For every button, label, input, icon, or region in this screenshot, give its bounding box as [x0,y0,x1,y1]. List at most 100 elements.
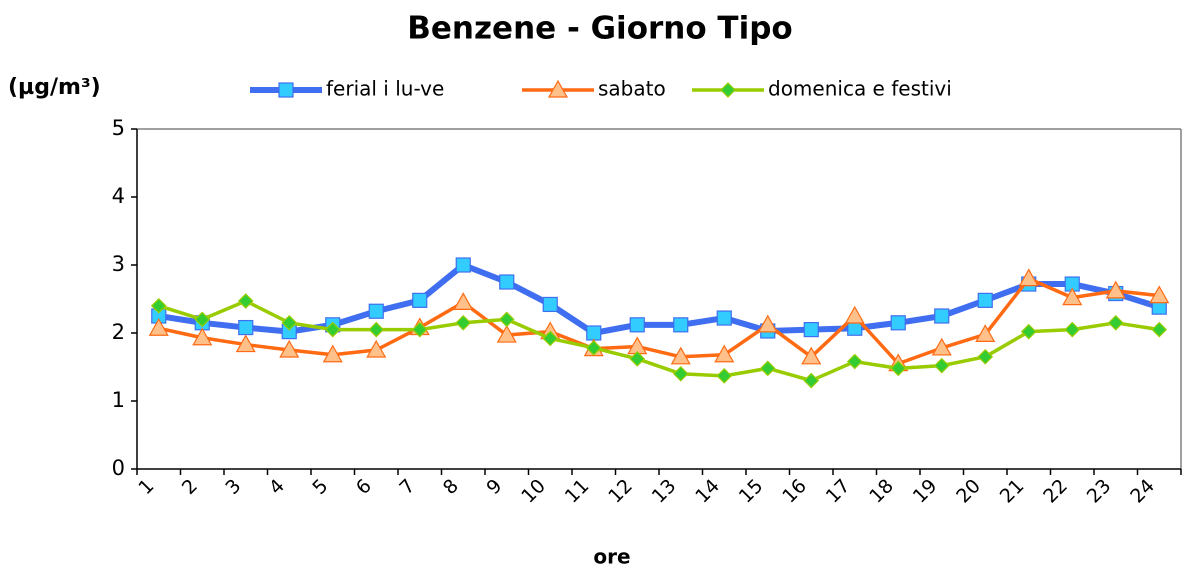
x-tick-label: 9 [482,475,506,499]
x-tick-label: 18 [865,475,898,508]
x-tick-label: 3 [221,475,245,499]
legend-label: domenica e festivi [768,77,952,101]
x-tick-label: 17 [822,475,855,508]
data-point [237,293,254,309]
x-tick-label: 8 [439,475,463,499]
data-point [844,305,865,324]
data-point [411,321,428,338]
x-tick-label: 13 [648,475,681,508]
x-axis-label: ore [593,545,630,569]
data-point [931,337,952,356]
data-point [542,330,559,347]
x-tick-label: 11 [561,475,594,508]
legend-label: sabato [598,77,666,101]
data-point [542,296,558,313]
series-line [158,276,1160,366]
data-point [281,314,298,331]
data-point [977,292,993,308]
data-point [499,274,515,290]
data-point [672,365,689,382]
data-point [890,315,906,331]
y-tick-label: 5 [112,116,125,140]
data-point [235,334,256,353]
y-tick-label: 4 [112,184,125,208]
data-point [192,327,213,346]
data-point [194,311,211,328]
data-point [366,339,387,358]
data-point [455,314,472,331]
data-point [496,324,517,343]
x-tick-label: 7 [395,475,419,499]
x-tick-label: 1 [134,475,158,499]
data-point [368,303,384,319]
data-point [759,360,776,377]
data-point [453,292,474,310]
data-point [801,346,822,365]
series-line [158,262,1161,336]
data-point [1149,285,1170,304]
data-point [934,308,950,324]
y-tick-label: 1 [112,388,125,412]
legend-marker [547,79,569,98]
data-point [716,310,732,326]
data-point [1018,268,1039,287]
y-tick-label: 2 [112,320,125,344]
data-point [629,317,645,333]
data-point [1107,314,1124,331]
x-tick-label: 22 [1039,475,1072,508]
data-point [670,346,691,365]
x-tick-label: 2 [178,475,202,499]
data-point [977,348,994,365]
x-tick-label: 12 [604,475,637,508]
data-point [322,344,343,363]
data-point [279,339,300,358]
data-point [585,340,602,356]
x-tick-label: 4 [265,475,289,499]
x-tick-label: 5 [308,475,332,499]
data-point [716,367,733,384]
x-tick-label: 20 [952,475,985,508]
legend-marker [720,82,736,98]
chart-title: Benzene - Giorno Tipo [407,11,792,47]
y-tick-label: 0 [112,456,125,480]
x-tick-label: 14 [691,475,724,508]
data-point [673,317,689,333]
series-line [158,299,1160,383]
data-point [368,321,385,338]
data-point [714,344,735,363]
data-point [1062,287,1083,306]
data-point [629,350,646,367]
legend-marker [278,82,294,98]
data-point [455,257,471,273]
data-point [1064,321,1081,338]
data-point [890,360,907,377]
data-point [1151,321,1168,338]
x-tick-label: 16 [778,475,811,508]
x-tick-label: 23 [1083,475,1116,508]
data-point [148,318,169,336]
y-tick-label: 3 [112,252,125,276]
data-point [975,324,996,342]
data-point [238,319,254,336]
data-point [150,297,167,314]
x-tick-label: 6 [352,475,376,499]
data-point [324,321,341,338]
data-point [498,311,515,328]
data-point [803,372,820,389]
data-point [412,292,428,308]
data-point [1020,323,1037,340]
data-point [933,357,950,374]
data-point [586,325,602,341]
data-point [846,353,863,370]
x-tick-label: 19 [909,475,942,508]
x-tick-label: 24 [1126,475,1159,508]
x-tick-label: 10 [517,475,550,508]
y-axis-label: (µg/m³) [8,75,101,100]
data-point [757,314,778,333]
legend-label: ferial i lu-ve [326,77,444,101]
data-point [1105,280,1126,299]
data-point [803,322,819,338]
x-tick-label: 21 [996,475,1029,508]
x-tick-label: 15 [735,475,768,508]
